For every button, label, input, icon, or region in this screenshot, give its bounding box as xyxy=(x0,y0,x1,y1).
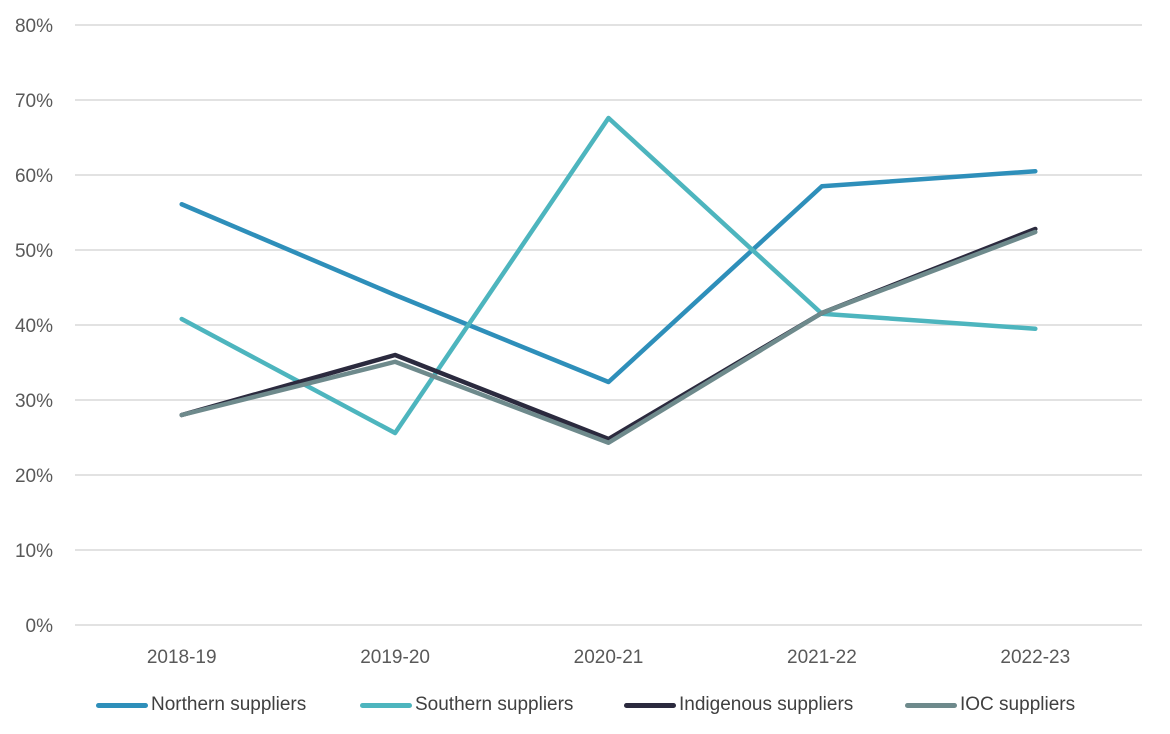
y-axis-tick-labels: 0% 10% 20% 30% 40% 50% 60% 70% 80% xyxy=(15,16,53,637)
series-northern-suppliers xyxy=(179,169,1038,385)
gridlines xyxy=(75,24,1142,626)
legend-item: Southern suppliers xyxy=(360,690,573,720)
y-tick-label: 20% xyxy=(15,466,53,487)
legend-swatch xyxy=(905,702,957,708)
series-line xyxy=(179,169,1038,385)
legend-label: IOC suppliers xyxy=(960,694,1076,715)
x-tick-label: 2022-23 xyxy=(1000,647,1070,668)
series-lines xyxy=(179,115,1038,445)
legend-swatch xyxy=(360,702,412,708)
y-tick-label: 40% xyxy=(15,316,53,337)
legend-item: IOC suppliers xyxy=(905,690,1075,720)
legend-label: Northern suppliers xyxy=(151,694,307,715)
legend-swatch xyxy=(624,702,676,708)
y-tick-label: 70% xyxy=(15,91,53,112)
legend-item: Northern suppliers xyxy=(96,690,306,720)
y-tick-label: 30% xyxy=(15,391,53,412)
series-line xyxy=(179,115,1038,436)
legend-item: Indigenous suppliers xyxy=(624,690,853,720)
x-tick-label: 2018-19 xyxy=(147,647,217,668)
series-line xyxy=(179,229,1038,445)
legend-label: Southern suppliers xyxy=(415,694,574,715)
series-ioc-suppliers xyxy=(179,229,1038,445)
legend-label: Indigenous suppliers xyxy=(679,694,854,715)
x-tick-label: 2020-21 xyxy=(574,647,644,668)
y-tick-label: 0% xyxy=(26,616,54,637)
x-axis-tick-labels: 2018-19 2019-20 2020-21 2021-22 2022-23 xyxy=(147,647,1070,668)
x-tick-label: 2019-20 xyxy=(360,647,430,668)
x-tick-label: 2021-22 xyxy=(787,647,857,668)
legend: Northern suppliers Southern suppliers Indi… xyxy=(0,690,1170,720)
y-tick-label: 50% xyxy=(15,241,53,262)
legend-swatch xyxy=(96,702,148,708)
y-tick-label: 80% xyxy=(15,16,53,37)
y-tick-label: 60% xyxy=(15,166,53,187)
series-southern-suppliers xyxy=(179,115,1038,436)
y-tick-label: 10% xyxy=(15,541,53,562)
